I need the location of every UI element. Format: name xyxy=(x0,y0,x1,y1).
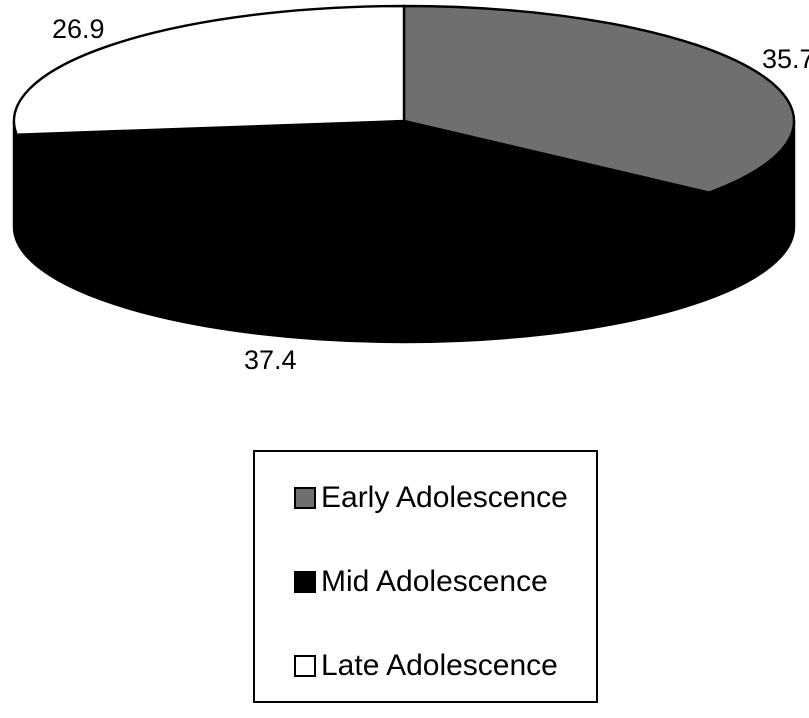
pie-chart xyxy=(12,4,796,344)
pie-slice-early-adolescence xyxy=(402,4,796,194)
data-label-mid-adolescence: 37.4 xyxy=(244,345,297,375)
legend-label-mid-adolescence: Mid Adolescence xyxy=(321,565,548,598)
data-label-early-adolescence: 35.7 xyxy=(762,44,809,74)
pie-slice-late-adolescence xyxy=(12,4,406,136)
legend-swatch-mid-adolescence-icon xyxy=(294,571,316,593)
legend-label-early-adolescence: Early Adolescence xyxy=(321,481,568,514)
legend-item-early-adolescence: Early Adolescence xyxy=(294,481,596,515)
legend-label-late-adolescence: Late Adolescence xyxy=(321,649,558,682)
legend-box: Early Adolescence Mid Adolescence Late A… xyxy=(253,450,598,703)
legend-item-late-adolescence: Late Adolescence xyxy=(294,649,596,683)
pie-slice-mid-adolescence xyxy=(15,119,711,238)
legend-item-mid-adolescence: Mid Adolescence xyxy=(294,565,596,599)
legend-swatch-late-adolescence-icon xyxy=(294,655,316,677)
data-label-late-adolescence: 26.9 xyxy=(52,14,105,44)
legend-swatch-early-adolescence-icon xyxy=(294,487,316,509)
